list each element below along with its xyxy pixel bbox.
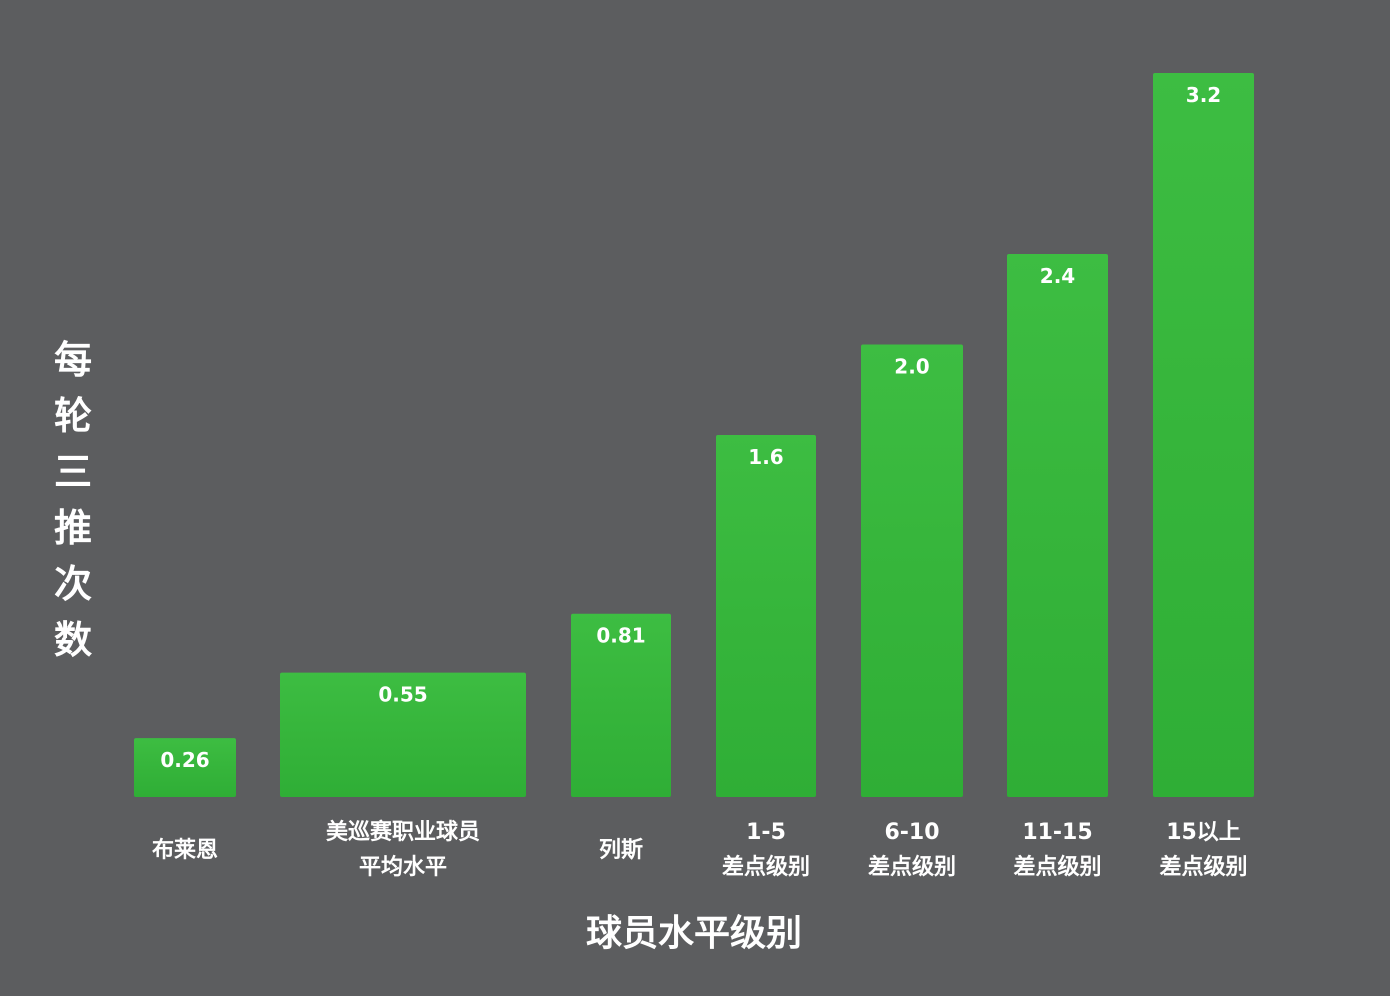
bar-4 [716,435,816,797]
bar-7 [1153,73,1254,797]
category-label-5-line-2: 差点级别 [868,854,956,880]
category-label-5-line-1: 6-10 [884,820,939,845]
category-label-6-line-1: 11-15 [1022,820,1092,845]
value-labels-group: 0.26 0.55 0.81 1.6 2.0 2.4 3.2 [160,83,1221,772]
x-axis-label: 球员水平级别 [586,913,802,954]
category-label-7-line-1: 15以上 [1166,820,1241,845]
value-label-1: 0.26 [160,748,209,772]
y-axis-label-char-1: 每 [54,338,92,382]
category-label-7-line-2: 差点级别 [1159,854,1247,880]
value-label-6: 2.4 [1040,264,1075,288]
category-label-2-line-1: 美巡赛职业球员 [326,819,480,845]
category-label-2-line-2: 平均水平 [359,854,447,880]
bar-3 [571,613,671,797]
y-axis-label-char-6: 数 [54,618,92,662]
category-label-1-line-1: 布莱恩 [152,837,218,863]
value-label-2: 0.55 [378,683,427,707]
value-label-5: 2.0 [894,355,929,379]
bar-6 [1007,254,1108,797]
value-label-7: 3.2 [1186,83,1221,107]
bar-2 [280,672,526,797]
y-axis-label-char-4: 推 [54,506,92,550]
category-label-6-line-2: 差点级别 [1013,854,1101,880]
y-axis-label-char-3: 三 [54,450,92,494]
category-label-4-line-1: 1-5 [746,820,786,845]
value-label-4: 1.6 [748,445,783,469]
y-axis-label-char-2: 轮 [54,394,92,438]
bar-1 [134,738,236,797]
value-label-3: 0.81 [596,624,645,648]
bar-5 [861,344,963,797]
category-label-4-line-2: 差点级别 [722,854,810,880]
category-label-3-line-1: 列斯 [599,837,643,863]
bars-group [134,73,1254,797]
y-axis-label-char-5: 次 [54,562,92,606]
